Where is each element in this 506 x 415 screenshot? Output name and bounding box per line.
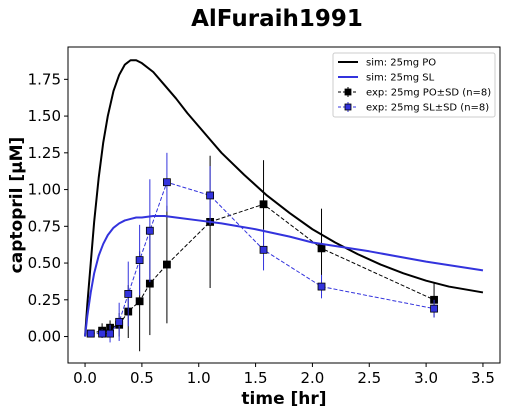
legend-box — [332, 52, 496, 118]
y-tick-label: 0.50 — [28, 254, 61, 272]
x-axis-ticks: 0.0 0.5 1.0 1.5 2.0 2.5 3.0 3.5 — [73, 363, 495, 387]
data-point — [135, 297, 144, 306]
legend-swatch-marker — [344, 103, 352, 111]
legend-label: sim: 25mg PO — [366, 58, 436, 69]
series-po-simulation-line — [84, 59, 484, 337]
x-tick-label: 1.0 — [187, 369, 211, 387]
chart-title: AlFuraih1991 — [191, 6, 363, 32]
x-tick-label: 0.0 — [73, 369, 97, 387]
legend-label: sim: 25mg SL — [366, 73, 435, 84]
legend-entry: sim: 25mg PO — [338, 58, 436, 69]
data-point — [145, 226, 154, 235]
legend-entry: exp: 25mg SL±SD (n=8) — [338, 102, 489, 114]
plot-frame — [67, 46, 501, 364]
x-tick-label: 3.0 — [414, 369, 438, 387]
data-point — [106, 329, 114, 338]
x-tick-label: 2.5 — [357, 369, 381, 387]
y-tick-label: 1.00 — [28, 181, 61, 199]
x-tick-label: 1.5 — [244, 369, 268, 387]
series-sl-experiment — [86, 152, 438, 343]
data-point — [206, 191, 215, 200]
x-tick-label: 3.5 — [471, 369, 495, 387]
y-tick-label: 1.50 — [28, 107, 61, 125]
y-tick-label: 1.75 — [28, 70, 61, 88]
experiment-line — [90, 181, 435, 335]
legend-label: exp: 25mg PO±SD (n=8) — [366, 88, 491, 99]
legend-entry: exp: 25mg PO±SD (n=8) — [338, 87, 491, 99]
data-point — [317, 282, 326, 291]
data-point — [259, 245, 268, 254]
data-point — [86, 329, 95, 338]
legend-entry: sim: 25mg SL — [338, 73, 435, 84]
y-axis-ticks: 0.00 0.25 0.50 0.75 1.00 1.25 1.50 1.75 — [28, 70, 68, 346]
y-tick-label: 0.00 — [28, 328, 61, 346]
y-tick-label: 0.75 — [28, 217, 61, 235]
legend: sim: 25mg PO sim: 25mg SL exp: 25mg PO±SD … — [332, 52, 496, 118]
data-point — [98, 329, 107, 338]
y-tick-label: 0.25 — [28, 291, 61, 309]
x-tick-label: 2.0 — [300, 369, 324, 387]
y-axis-label: captopril [μM] — [7, 137, 27, 274]
legend-label: exp: 25mg SL±SD (n=8) — [366, 103, 489, 114]
legend-swatch-marker — [344, 88, 352, 96]
x-axis-label: time [hr] — [241, 389, 326, 409]
data-point — [135, 256, 144, 265]
y-tick-label: 1.25 — [28, 144, 61, 162]
data-point — [317, 244, 326, 253]
data-point — [163, 260, 171, 269]
data-point — [430, 304, 438, 313]
data-point — [163, 178, 171, 187]
data-point — [124, 290, 133, 298]
data-point — [115, 317, 124, 326]
x-tick-label: 0.5 — [130, 369, 154, 387]
data-point — [259, 200, 268, 209]
series-sl-simulation-line — [84, 215, 484, 337]
data-series — [84, 59, 484, 352]
